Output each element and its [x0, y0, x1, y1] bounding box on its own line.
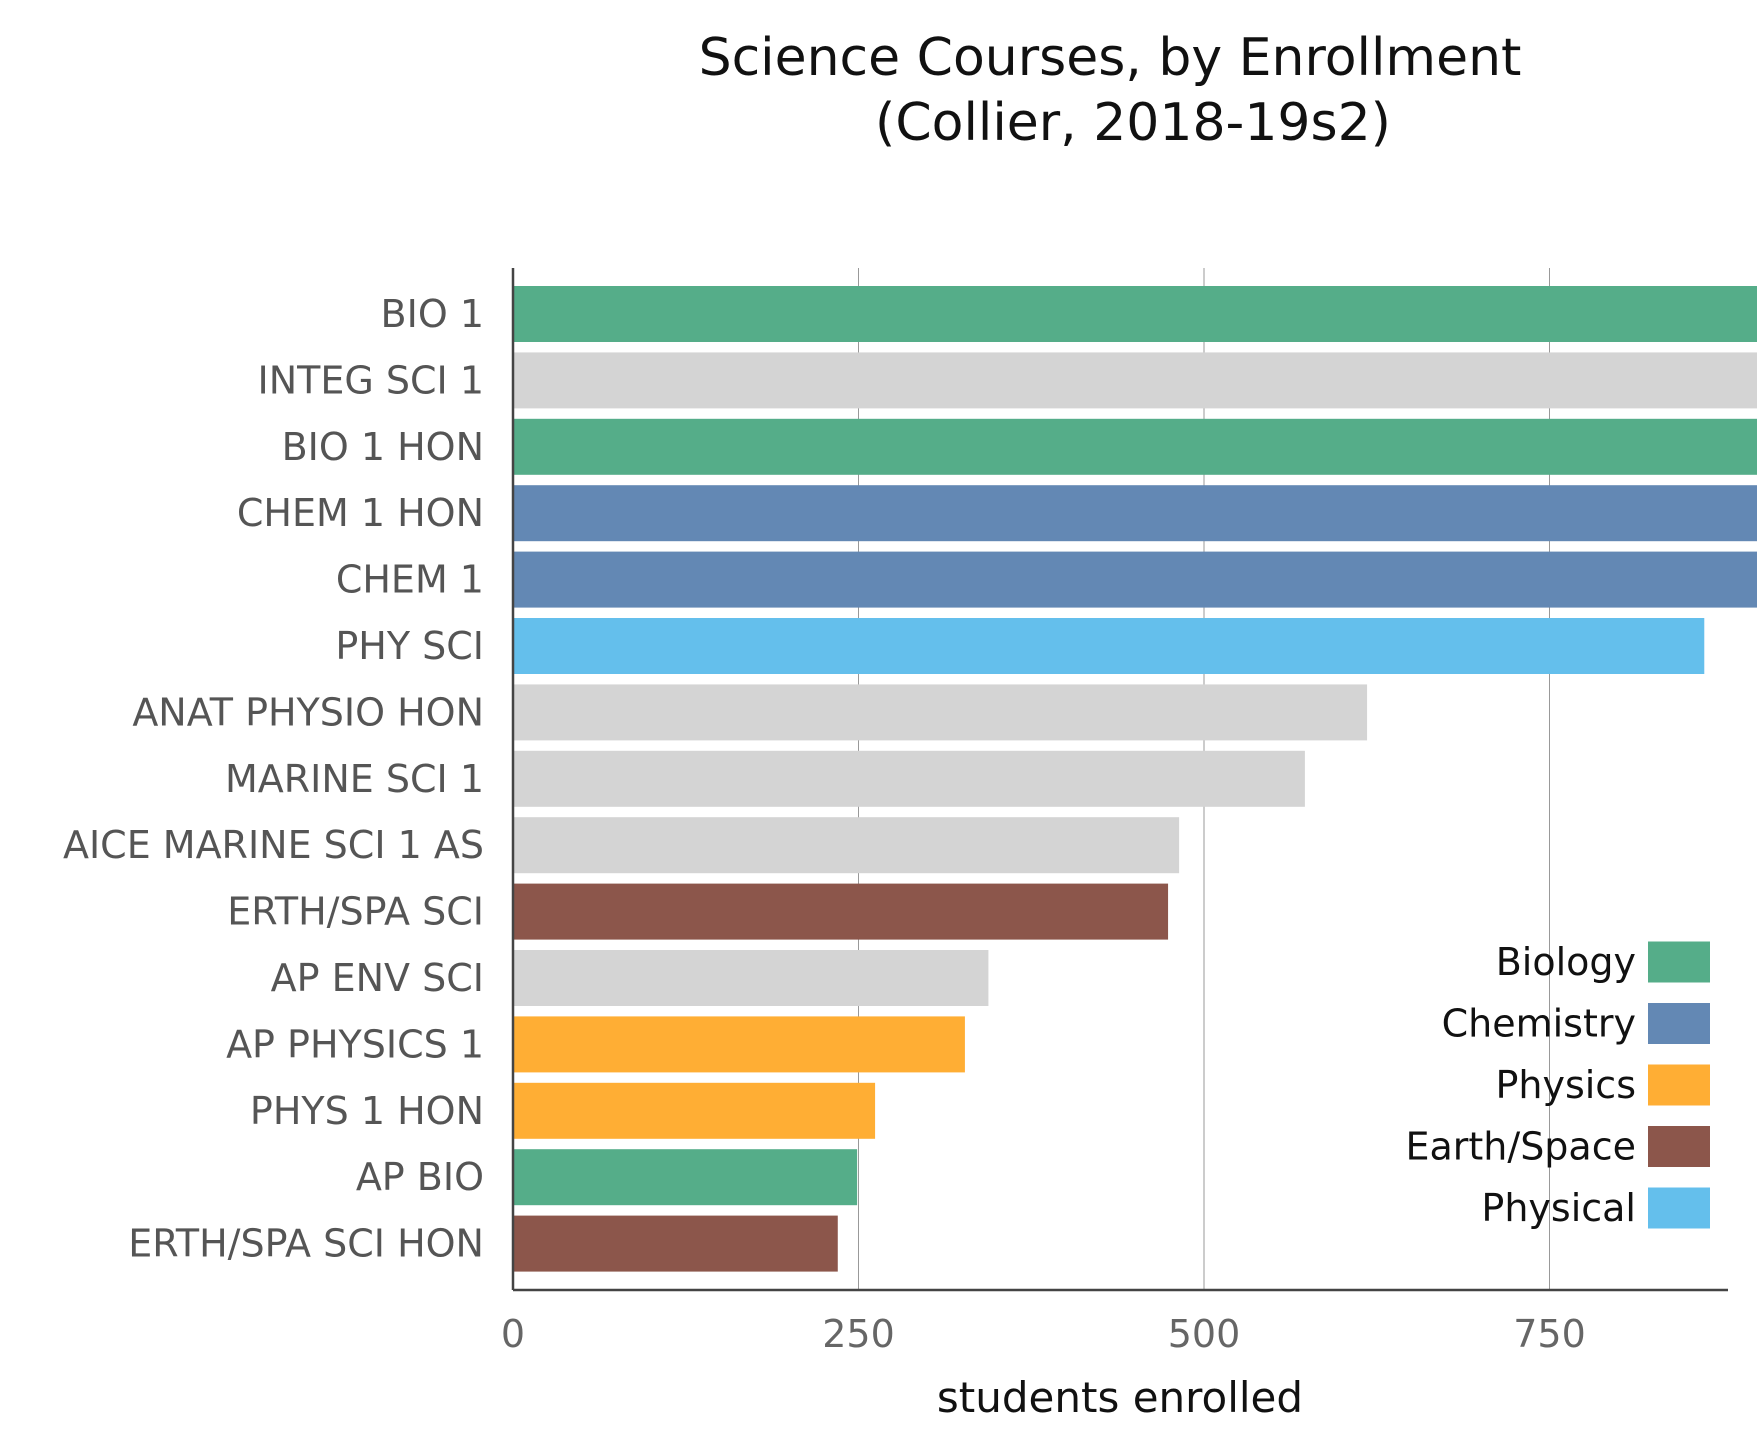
category-label: ERTH/SPA SCI: [227, 890, 484, 934]
x-tick-label: 250: [822, 1312, 895, 1356]
axes: [511, 268, 1728, 1292]
category-label: AP ENV SCI: [271, 956, 484, 1000]
legend-label: Chemistry: [1442, 1002, 1636, 1046]
bar: [514, 817, 1180, 874]
x-tick-label: 750: [1513, 1312, 1586, 1356]
chart-subtitle: (Collier, 2018-19s2): [875, 93, 1391, 153]
bar: [514, 1082, 876, 1139]
category-label: AP PHYSICS 1: [226, 1022, 484, 1066]
category-label: BIO 1 HON: [282, 425, 484, 469]
legend-label: Biology: [1496, 940, 1636, 984]
bar: [514, 950, 989, 1006]
category-label: PHY SCI: [335, 624, 484, 668]
legend-label: Physical: [1481, 1186, 1636, 1230]
category-label: AICE MARINE SCI 1 AS: [63, 823, 484, 867]
bar: [514, 418, 1757, 475]
bar: [514, 286, 1757, 342]
bar: [514, 551, 1757, 608]
category-label: BIO 1: [381, 292, 484, 336]
legend-swatch: [1648, 941, 1710, 983]
bar: [514, 352, 1757, 409]
x-tick-label: 500: [1168, 1312, 1241, 1356]
x-tick-labels: 025050075010001250150017502000: [501, 1312, 1586, 1356]
legend-swatch: [1648, 1187, 1710, 1229]
bar: [514, 750, 1305, 807]
legend-label: Physics: [1495, 1063, 1636, 1107]
category-label: INTEG SCI 1: [258, 358, 485, 402]
bar: [514, 1215, 838, 1272]
legend-swatch: [1648, 1064, 1710, 1106]
category-labels: BIO 1 INTEG SCI 1 BIO 1 HON CHEM 1 HON CHEM …: [63, 292, 484, 1266]
category-label: ERTH/SPA SCI HON: [128, 1222, 484, 1266]
category-label: ANAT PHYSIO HON: [132, 690, 484, 734]
x-axis-title: students enrolled: [937, 1373, 1303, 1422]
category-label: CHEM 1 HON: [237, 491, 484, 535]
chart-title: Science Courses, by Enrollment: [699, 28, 1522, 88]
category-label: CHEM 1: [336, 558, 484, 602]
bar: [514, 1149, 858, 1206]
bar: [514, 618, 1705, 674]
bar: [514, 684, 1368, 741]
bars: [514, 286, 1757, 1272]
bar: [514, 1016, 965, 1073]
category-label: PHYS 1 HON: [250, 1089, 484, 1133]
legend-swatch: [1648, 1126, 1710, 1167]
bar: [514, 883, 1169, 940]
legend: Biology Chemistry Physics Earth/Space Physic…: [1405, 940, 1710, 1230]
x-tick-label: 0: [501, 1312, 525, 1356]
legend-label: Earth/Space: [1405, 1125, 1636, 1169]
bar: [514, 485, 1757, 542]
category-label: AP BIO: [356, 1155, 484, 1199]
legend-swatch: [1648, 1003, 1710, 1044]
category-label: MARINE SCI 1: [225, 757, 484, 801]
